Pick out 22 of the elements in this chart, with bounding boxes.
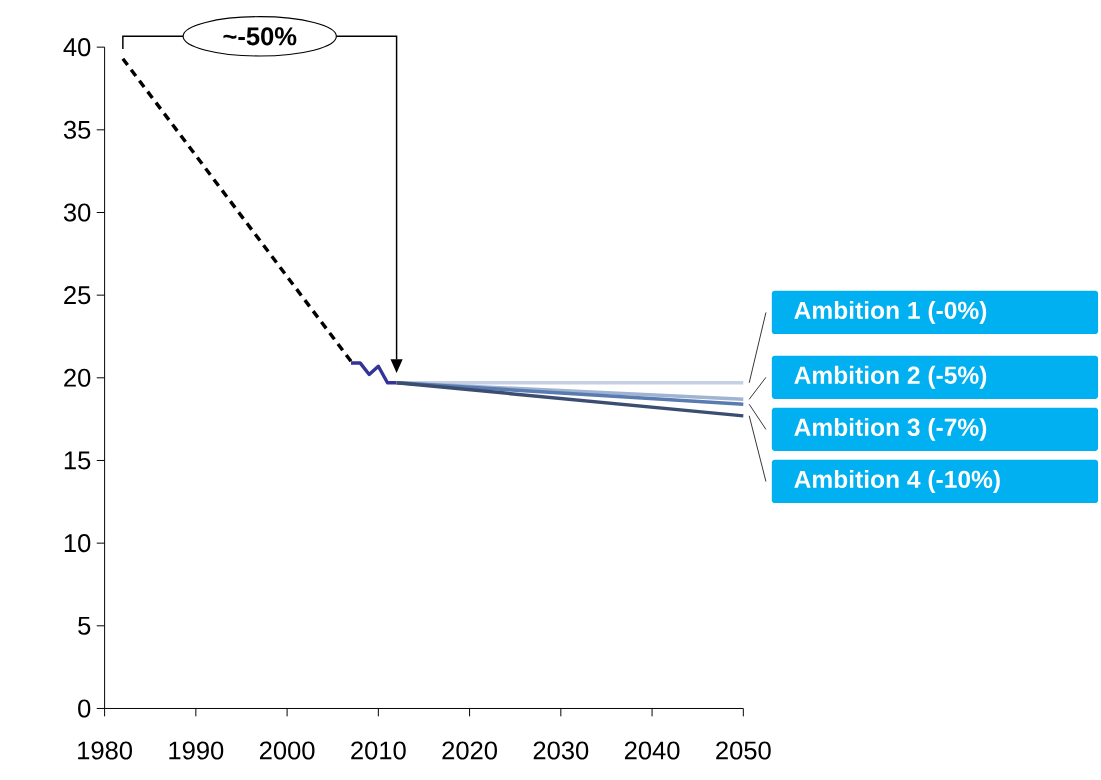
y-tick-label: 20 [64,368,91,387]
x-tick-label: 2000 [259,741,315,760]
text: ~-50% [223,27,297,46]
x-tick-label: 2010 [351,741,406,760]
y-tick-label: 15 [64,451,91,470]
y-tick-label: 5 [78,616,91,635]
text: Ambition 1 (-0%) [794,300,987,324]
x-tick-label: 1990 [169,741,224,760]
x-tick-label: 2050 [716,741,771,760]
y-tick-label: 30 [63,203,91,222]
text: Ambition 3 (-7%) [794,417,987,441]
x-tick-label: 2040 [624,741,680,760]
x-tick-label: 2030 [533,741,589,760]
y-tick-label: 10 [64,534,91,553]
x-tick-label: 1980 [78,741,133,760]
text: Ambition 4 (-10%) [794,469,1000,493]
x-tick-label: 2020 [442,741,497,760]
y-tick-label: 25 [64,286,91,305]
y-tick-label: 0 [78,699,91,718]
text: Ambition 2 (-5%) [794,365,987,389]
y-tick-label: 40 [63,38,91,57]
y-tick-label: 35 [63,120,91,139]
